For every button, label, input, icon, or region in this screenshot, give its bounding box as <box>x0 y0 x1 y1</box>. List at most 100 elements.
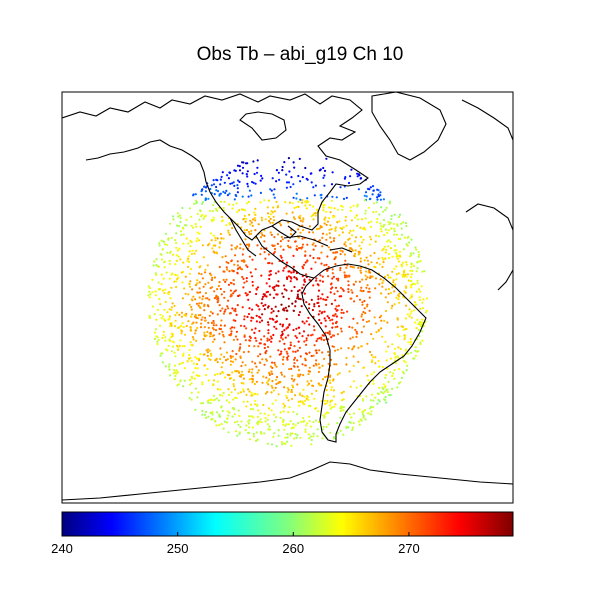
observation-point <box>208 242 211 245</box>
observation-point <box>153 260 156 263</box>
observation-point <box>264 392 267 395</box>
observation-point <box>250 328 254 331</box>
observation-point <box>214 329 218 332</box>
observation-point <box>308 370 311 373</box>
observation-point <box>232 338 235 341</box>
observation-point <box>308 366 311 369</box>
observation-point <box>355 386 358 389</box>
observation-point <box>210 398 213 401</box>
observation-point <box>193 252 196 255</box>
observation-point <box>350 297 353 300</box>
observation-point <box>253 331 256 334</box>
observation-point <box>331 334 334 337</box>
observation-point <box>298 404 301 407</box>
observation-point <box>278 353 281 356</box>
observation-point <box>227 177 230 180</box>
observation-point <box>273 196 276 199</box>
observation-point <box>288 368 291 371</box>
observation-point <box>260 219 264 222</box>
observation-point <box>261 381 264 384</box>
coastline-cuba <box>283 235 329 247</box>
observation-point <box>302 417 305 420</box>
observation-point <box>321 364 324 367</box>
observation-point <box>344 276 347 279</box>
observation-point <box>160 239 163 242</box>
observation-point <box>182 354 185 357</box>
observation-point <box>259 418 262 421</box>
observation-point <box>209 232 213 235</box>
observation-point <box>227 299 230 302</box>
observation-point <box>188 354 191 357</box>
observation-point <box>272 310 275 313</box>
observation-point <box>269 221 272 224</box>
observation-point <box>206 351 209 354</box>
observation-point <box>372 189 375 192</box>
observation-point <box>333 405 336 408</box>
observation-point <box>198 305 201 309</box>
observation-point <box>383 275 387 278</box>
observation-point <box>160 258 164 261</box>
observation-point <box>321 232 325 235</box>
observation-point <box>235 202 238 205</box>
observation-point <box>242 377 245 380</box>
observation-point <box>232 319 235 322</box>
observation-point <box>221 330 224 333</box>
observation-point <box>241 172 244 175</box>
observation-point <box>307 398 310 401</box>
observation-point <box>275 382 278 386</box>
observation-point <box>414 303 417 306</box>
observation-point <box>384 208 387 212</box>
observation-point <box>248 431 251 434</box>
observation-point <box>191 288 194 291</box>
observation-point <box>419 307 422 310</box>
observation-point <box>375 234 378 237</box>
observation-point <box>405 275 408 278</box>
observation-point <box>190 398 193 401</box>
observation-point <box>318 384 321 387</box>
observation-point <box>200 302 203 305</box>
observation-point <box>217 399 220 402</box>
observation-point <box>310 379 313 382</box>
observation-point <box>243 229 246 232</box>
observation-point <box>341 250 344 253</box>
observation-point <box>304 359 307 362</box>
observation-point <box>176 249 179 252</box>
observation-point <box>212 334 215 337</box>
observation-point <box>349 242 352 245</box>
observation-point <box>279 245 282 248</box>
colorbar-tick-label: 250 <box>167 541 189 556</box>
observation-point <box>267 332 270 335</box>
coastline-gulf <box>229 217 257 257</box>
observation-point <box>396 355 399 358</box>
observation-point <box>318 366 321 369</box>
observation-point <box>206 367 209 371</box>
observation-point <box>393 213 396 216</box>
observation-point <box>168 277 172 280</box>
observation-point <box>195 339 198 342</box>
observation-point <box>357 420 360 423</box>
observation-point <box>263 363 266 366</box>
observation-point <box>187 242 190 245</box>
observation-point <box>203 319 206 322</box>
observation-point <box>329 431 332 434</box>
observation-point <box>263 412 266 415</box>
observation-point <box>310 354 313 358</box>
observation-point <box>289 185 292 189</box>
observation-point <box>302 374 305 377</box>
observation-point <box>297 421 300 425</box>
observation-point <box>223 355 226 358</box>
observation-point <box>351 291 354 294</box>
observation-point <box>309 254 312 257</box>
observation-point <box>236 420 239 423</box>
observation-point <box>384 396 387 399</box>
observation-point <box>294 424 297 427</box>
observation-point <box>317 420 321 424</box>
observation-point <box>251 375 254 378</box>
observation-point <box>194 298 197 301</box>
observation-point <box>298 393 302 396</box>
observation-point <box>272 333 275 337</box>
observation-point <box>347 280 350 283</box>
observation-point <box>300 305 303 308</box>
observation-point <box>195 225 198 228</box>
observation-point <box>336 333 340 336</box>
